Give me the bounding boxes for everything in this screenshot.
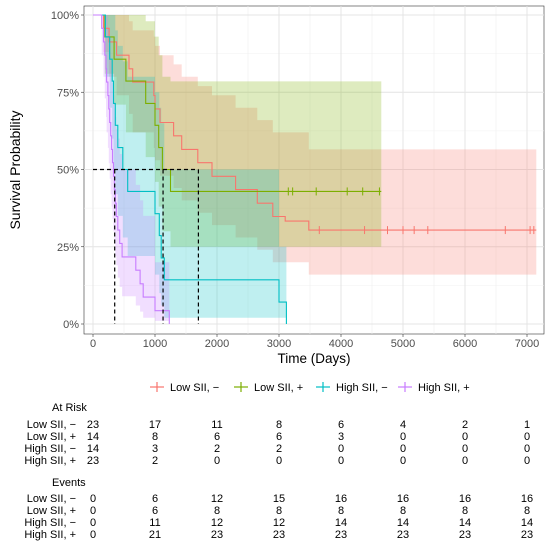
events-cell: 23	[211, 529, 223, 541]
events-cell: 8	[462, 505, 468, 517]
at-risk-cell: 0	[524, 455, 530, 467]
legend-label-3: High SII, −	[336, 382, 388, 394]
x-tick-label: 0	[90, 338, 96, 350]
events-cell: 0	[90, 517, 96, 529]
events-cell: 8	[400, 505, 406, 517]
at-risk-cell: 8	[276, 419, 282, 431]
events-cell: 16	[521, 493, 533, 505]
events-cell: 21	[149, 529, 161, 541]
events-cell: 8	[524, 505, 530, 517]
events-cell: 8	[214, 505, 220, 517]
at-risk-cell: 14	[87, 443, 99, 455]
y-tick-label: 25%	[57, 242, 79, 254]
x-axis-label: Time (Days)	[278, 351, 351, 366]
events-cell: 8	[338, 505, 344, 517]
at-risk-cell: 0	[524, 431, 530, 443]
y-tick-label: 100%	[51, 10, 79, 22]
at-risk-cell: 0	[338, 455, 344, 467]
at-risk-cell: 2	[276, 443, 282, 455]
at-risk-cell: 14	[87, 431, 99, 443]
at-risk-cell: 0	[338, 443, 344, 455]
events-row-label: High SII, +	[24, 529, 76, 541]
at-risk-title: At Risk	[52, 402, 87, 414]
at-risk-cell: 1	[524, 419, 530, 431]
events-cell: 14	[521, 517, 533, 529]
events-cell: 23	[397, 529, 409, 541]
at-risk-cell: 0	[214, 455, 220, 467]
at-risk-row-label: High SII, −	[24, 443, 76, 455]
at-risk-row-label: High SII, +	[24, 455, 76, 467]
at-risk-cell: 0	[462, 455, 468, 467]
y-tick-label: 0%	[63, 319, 79, 331]
events-cell: 23	[521, 529, 533, 541]
x-tick-label: 6000	[453, 338, 477, 350]
at-risk-cell: 6	[276, 431, 282, 443]
at-risk-cell: 2	[214, 443, 220, 455]
at-risk-cell: 2	[462, 419, 468, 431]
at-risk-cell: 8	[152, 431, 158, 443]
events-cell: 0	[90, 505, 96, 517]
y-tick-label: 50%	[57, 165, 79, 177]
at-risk-cell: 0	[524, 443, 530, 455]
events-cell: 8	[276, 505, 282, 517]
events-cell: 14	[397, 517, 409, 529]
at-risk-row-label: Low SII, +	[27, 431, 76, 443]
at-risk-cell: 0	[400, 443, 406, 455]
events-cell: 0	[90, 493, 96, 505]
legend-label-2: Low SII, +	[254, 382, 303, 394]
events-cell: 16	[397, 493, 409, 505]
events-cell: 23	[273, 529, 285, 541]
at-risk-cell: 23	[87, 419, 99, 431]
x-tick-label: 4000	[329, 338, 353, 350]
at-risk-cell: 6	[338, 419, 344, 431]
at-risk-cell: 17	[149, 419, 161, 431]
legend-label-1: Low SII, −	[170, 382, 219, 394]
events-cell: 16	[335, 493, 347, 505]
events-cell: 15	[273, 493, 285, 505]
at-risk-row-label: Low SII, −	[27, 419, 76, 431]
at-risk-cell: 0	[462, 431, 468, 443]
at-risk-cell: 3	[338, 431, 344, 443]
events-cell: 14	[459, 517, 471, 529]
legend-label-4: High SII, +	[418, 382, 470, 394]
events-cell: 12	[211, 517, 223, 529]
at-risk-cell: 0	[400, 455, 406, 467]
events-cell: 6	[152, 493, 158, 505]
at-risk-cell: 0	[400, 431, 406, 443]
events-row-label: Low SII, +	[27, 505, 76, 517]
legend: Low SII, − Low SII, + High SII, − High SII,…	[150, 382, 470, 394]
events-row-label: High SII, −	[24, 517, 76, 529]
x-tick-label: 1000	[143, 338, 167, 350]
at-risk-cell: 4	[400, 419, 406, 431]
at-risk-cell: 23	[87, 455, 99, 467]
at-risk-cell: 6	[214, 431, 220, 443]
at-risk-cell: 0	[276, 455, 282, 467]
events-row-label: Low SII, −	[27, 493, 76, 505]
at-risk-cell: 0	[462, 443, 468, 455]
x-tick-label: 2000	[205, 338, 229, 350]
x-tick-label: 5000	[391, 338, 415, 350]
events-cell: 16	[459, 493, 471, 505]
events-cell: 12	[211, 493, 223, 505]
y-axis-label: Survival Probability	[7, 110, 23, 229]
at-risk-cell: 3	[152, 443, 158, 455]
events-cell: 11	[149, 517, 160, 529]
events-cell: 23	[459, 529, 471, 541]
events-cell: 14	[335, 517, 347, 529]
at-risk-cell: 11	[211, 419, 222, 431]
x-tick-label: 7000	[515, 338, 539, 350]
events-cell: 0	[90, 529, 96, 541]
events-cell: 23	[335, 529, 347, 541]
events-cell: 6	[152, 505, 158, 517]
events-title: Events	[52, 477, 86, 489]
y-tick-label: 75%	[57, 87, 79, 99]
events-cell: 12	[273, 517, 285, 529]
at-risk-cell: 2	[152, 455, 158, 467]
x-tick-label: 3000	[267, 338, 291, 350]
